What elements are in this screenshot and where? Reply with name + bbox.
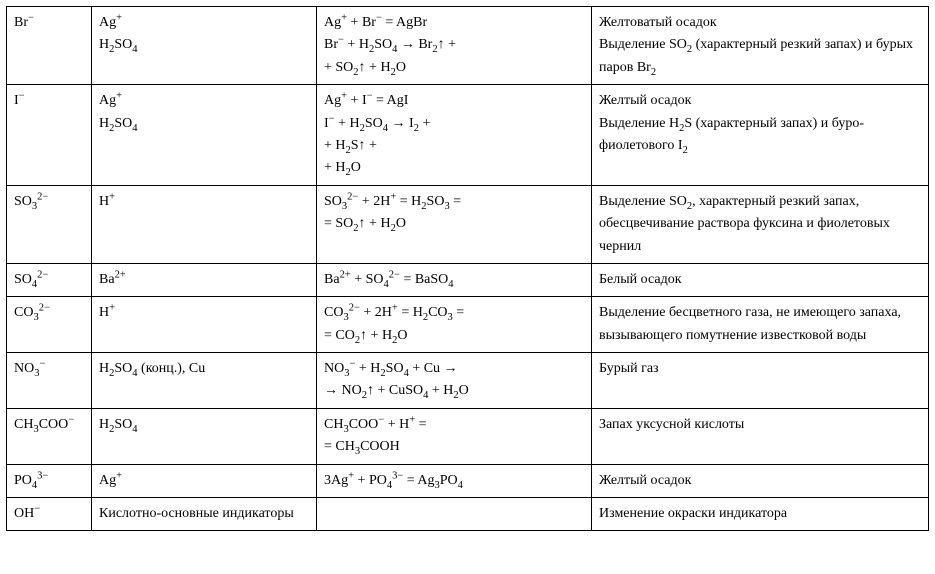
cell-reagent: H+ bbox=[92, 297, 317, 353]
cell-ion: SO42− bbox=[7, 263, 92, 296]
cell-equation: Ag+ + I− = AgII− + H2SO4 → I2 ++ H2S↑ ++… bbox=[317, 85, 592, 186]
cell-equation: CH3COO− + H+ == CH3COOH bbox=[317, 408, 592, 464]
cell-observation: Желтый осадокВыделение H2S (характерный … bbox=[592, 85, 929, 186]
cell-equation: CO32− + 2H+ = H2CO3 == CO2↑ + H2O bbox=[317, 297, 592, 353]
cell-ion: I− bbox=[7, 85, 92, 186]
table-row: Br−Ag+H2SO4Ag+ + Br− = AgBrBr− + H2SO4 →… bbox=[7, 7, 929, 85]
table-row: PO43−Ag+3Ag+ + PO43− = Ag3PO4Желтый осад… bbox=[7, 464, 929, 497]
cell-observation: Выделение SO2, характерный резкий запах,… bbox=[592, 185, 929, 263]
cell-ion: CH3COO− bbox=[7, 408, 92, 464]
cell-ion: PO43− bbox=[7, 464, 92, 497]
cell-reagent: Ag+ bbox=[92, 464, 317, 497]
cell-equation: Ba2+ + SO42− = BaSO4 bbox=[317, 263, 592, 296]
cell-reagent: H2SO4 (конц.), Cu bbox=[92, 353, 317, 409]
cell-equation: NO3− + H2SO4 + Cu →→ NO2↑ + CuSO4 + H2O bbox=[317, 353, 592, 409]
cell-reagent: Ag+H2SO4 bbox=[92, 85, 317, 186]
cell-reagent: Кислотно-основные индикаторы bbox=[92, 498, 317, 531]
cell-equation: Ag+ + Br− = AgBrBr− + H2SO4 → Br2↑ ++ SO… bbox=[317, 7, 592, 85]
cell-equation: SO32− + 2H+ = H2SO3 == SO2↑ + H2O bbox=[317, 185, 592, 263]
cell-reagent: H2SO4 bbox=[92, 408, 317, 464]
cell-observation: Бурый газ bbox=[592, 353, 929, 409]
cell-ion: Br− bbox=[7, 7, 92, 85]
cell-ion: SO32− bbox=[7, 185, 92, 263]
cell-observation: Желтоватый осадокВыделение SO2 (характер… bbox=[592, 7, 929, 85]
cell-observation: Изменение окраски индикатора bbox=[592, 498, 929, 531]
cell-ion: OH− bbox=[7, 498, 92, 531]
cell-equation: 3Ag+ + PO43− = Ag3PO4 bbox=[317, 464, 592, 497]
table-row: CH3COO−H2SO4CH3COO− + H+ == CH3COOHЗапах… bbox=[7, 408, 929, 464]
table-row: SO32−H+SO32− + 2H+ = H2SO3 == SO2↑ + H2O… bbox=[7, 185, 929, 263]
cell-observation: Выделение бесцветного газа, не имеющего … bbox=[592, 297, 929, 353]
cell-ion: NO3− bbox=[7, 353, 92, 409]
table-row: NO3−H2SO4 (конц.), CuNO3− + H2SO4 + Cu →… bbox=[7, 353, 929, 409]
cell-reagent: Ag+H2SO4 bbox=[92, 7, 317, 85]
cell-ion: CO32− bbox=[7, 297, 92, 353]
cell-observation: Белый осадок bbox=[592, 263, 929, 296]
cell-observation: Запах уксусной кислоты bbox=[592, 408, 929, 464]
table-row: SO42−Ba2+Ba2+ + SO42− = BaSO4Белый осадо… bbox=[7, 263, 929, 296]
cell-reagent: H+ bbox=[92, 185, 317, 263]
anion-reactions-table: Br−Ag+H2SO4Ag+ + Br− = AgBrBr− + H2SO4 →… bbox=[6, 6, 929, 531]
cell-observation: Желтый осадок bbox=[592, 464, 929, 497]
table-row: I−Ag+H2SO4Ag+ + I− = AgII− + H2SO4 → I2 … bbox=[7, 85, 929, 186]
table-row: CO32−H+CO32− + 2H+ = H2CO3 == CO2↑ + H2O… bbox=[7, 297, 929, 353]
cell-reagent: Ba2+ bbox=[92, 263, 317, 296]
cell-equation bbox=[317, 498, 592, 531]
table-row: OH−Кислотно-основные индикаторы Изменение… bbox=[7, 498, 929, 531]
